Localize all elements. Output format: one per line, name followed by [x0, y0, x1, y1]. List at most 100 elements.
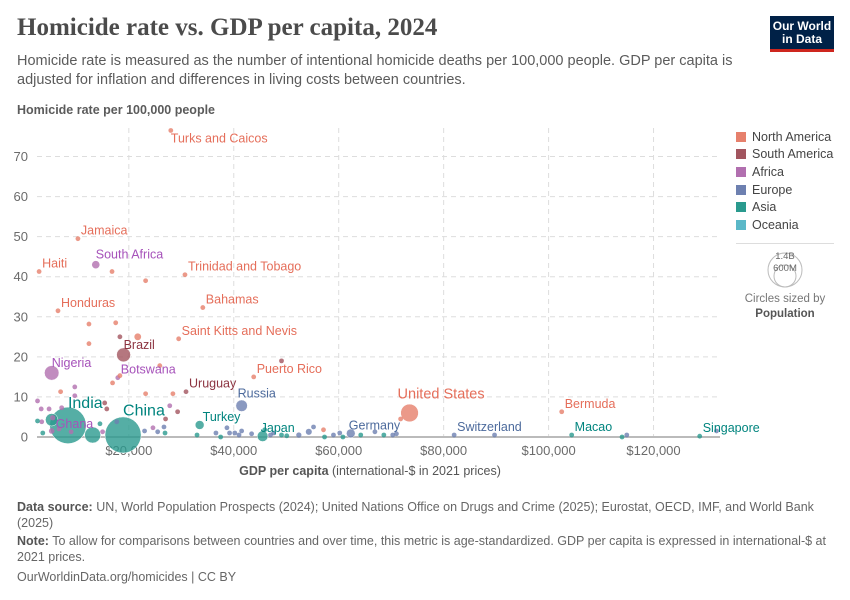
data-point[interactable]	[157, 363, 163, 369]
data-point[interactable]	[102, 400, 108, 406]
data-point-south-africa[interactable]	[91, 260, 100, 269]
data-point[interactable]	[381, 432, 387, 438]
data-point[interactable]	[58, 389, 64, 395]
data-point[interactable]	[224, 425, 230, 431]
credit-link[interactable]: OurWorldinData.org/homicides | CC BY	[17, 570, 237, 584]
data-point[interactable]	[624, 432, 630, 438]
data-point[interactable]	[142, 428, 147, 434]
data-point[interactable]	[104, 406, 110, 412]
data-point[interactable]	[322, 434, 327, 440]
data-point[interactable]	[279, 432, 284, 438]
data-point[interactable]	[218, 434, 224, 440]
data-point[interactable]	[35, 418, 40, 424]
legend-item[interactable]: North America	[736, 128, 833, 146]
data-point[interactable]	[150, 425, 156, 431]
data-point[interactable]	[398, 416, 404, 422]
data-point-switzerland[interactable]	[451, 432, 457, 438]
data-point[interactable]	[170, 391, 176, 397]
data-point[interactable]	[50, 415, 56, 421]
data-point[interactable]	[175, 409, 181, 415]
data-point-macao[interactable]	[569, 432, 575, 438]
data-point[interactable]	[35, 398, 40, 404]
legend-item[interactable]: Europe	[736, 181, 833, 199]
data-point[interactable]	[232, 430, 238, 436]
data-point[interactable]	[143, 278, 149, 284]
data-point[interactable]	[331, 432, 336, 438]
data-point-russia[interactable]	[235, 399, 248, 412]
data-point[interactable]	[113, 320, 119, 326]
data-point[interactable]	[56, 426, 62, 432]
data-point[interactable]	[358, 432, 364, 438]
data-point[interactable]	[239, 428, 245, 434]
data-point[interactable]	[72, 393, 78, 399]
data-point[interactable]	[305, 428, 312, 435]
size-variable[interactable]: Population	[755, 308, 815, 320]
data-point[interactable]	[84, 426, 101, 444]
data-point-saint-kitts-and-nevis[interactable]	[176, 336, 182, 342]
data-point[interactable]	[72, 384, 78, 390]
data-point-ghana[interactable]	[48, 428, 55, 434]
data-point[interactable]	[97, 421, 103, 427]
legend-item[interactable]: Asia	[736, 198, 833, 216]
data-point[interactable]	[619, 434, 625, 440]
data-point[interactable]	[40, 430, 46, 436]
data-point[interactable]	[390, 432, 396, 438]
data-point-bahamas[interactable]	[200, 305, 206, 310]
data-point[interactable]	[110, 380, 115, 386]
data-point[interactable]	[227, 430, 232, 436]
legend-item[interactable]: Oceania	[736, 216, 833, 234]
data-point[interactable]	[38, 406, 44, 412]
data-point[interactable]	[372, 429, 378, 435]
data-point[interactable]	[109, 269, 115, 274]
data-point[interactable]	[337, 430, 343, 436]
data-point[interactable]	[68, 429, 74, 435]
data-point[interactable]	[59, 405, 65, 411]
data-point[interactable]	[279, 358, 284, 364]
data-point-singapore[interactable]	[697, 433, 703, 439]
data-point-nigeria[interactable]	[44, 365, 60, 381]
data-point[interactable]	[117, 334, 123, 340]
data-point[interactable]	[284, 433, 290, 439]
data-point[interactable]	[340, 434, 346, 440]
data-point[interactable]	[86, 341, 92, 347]
legend-item[interactable]: South America	[736, 146, 833, 164]
data-point-honduras[interactable]	[55, 308, 61, 314]
data-point-haiti[interactable]	[36, 269, 42, 274]
data-point-uruguay[interactable]	[183, 389, 189, 395]
data-point[interactable]	[46, 406, 52, 412]
data-point[interactable]	[167, 403, 173, 409]
data-point[interactable]	[143, 391, 149, 397]
data-point-turkey[interactable]	[194, 420, 205, 430]
data-point-brazil[interactable]	[116, 347, 131, 363]
data-point[interactable]	[271, 430, 277, 436]
data-point-china[interactable]	[104, 416, 142, 454]
data-point-germany[interactable]	[346, 428, 356, 439]
data-point[interactable]	[321, 427, 326, 433]
data-point[interactable]	[194, 432, 200, 438]
owid-logo[interactable]: Our World in Data	[770, 16, 834, 52]
data-point-jamaica[interactable]	[75, 236, 81, 242]
data-point[interactable]	[86, 321, 92, 327]
data-point[interactable]	[492, 432, 497, 438]
data-point-turks-and-caicos[interactable]	[168, 128, 174, 133]
data-point[interactable]	[236, 432, 242, 438]
data-point-puerto-rico[interactable]	[251, 374, 257, 380]
data-point[interactable]	[714, 428, 719, 434]
data-point[interactable]	[213, 430, 219, 436]
data-point[interactable]	[100, 429, 105, 435]
data-point[interactable]	[262, 427, 268, 433]
data-point[interactable]	[114, 419, 120, 425]
data-point[interactable]	[163, 416, 168, 422]
data-point[interactable]	[311, 424, 316, 430]
data-point[interactable]	[39, 419, 45, 425]
data-point[interactable]	[249, 431, 255, 437]
data-point[interactable]	[155, 429, 161, 435]
data-point-bermuda[interactable]	[559, 409, 565, 415]
data-point[interactable]	[162, 430, 168, 436]
data-point[interactable]	[296, 432, 302, 438]
data-point[interactable]	[134, 333, 142, 341]
legend-item[interactable]: Africa	[736, 163, 833, 181]
data-point[interactable]	[161, 424, 167, 430]
data-point-trinidad-and-tobago[interactable]	[182, 272, 188, 278]
data-point[interactable]	[117, 373, 123, 379]
